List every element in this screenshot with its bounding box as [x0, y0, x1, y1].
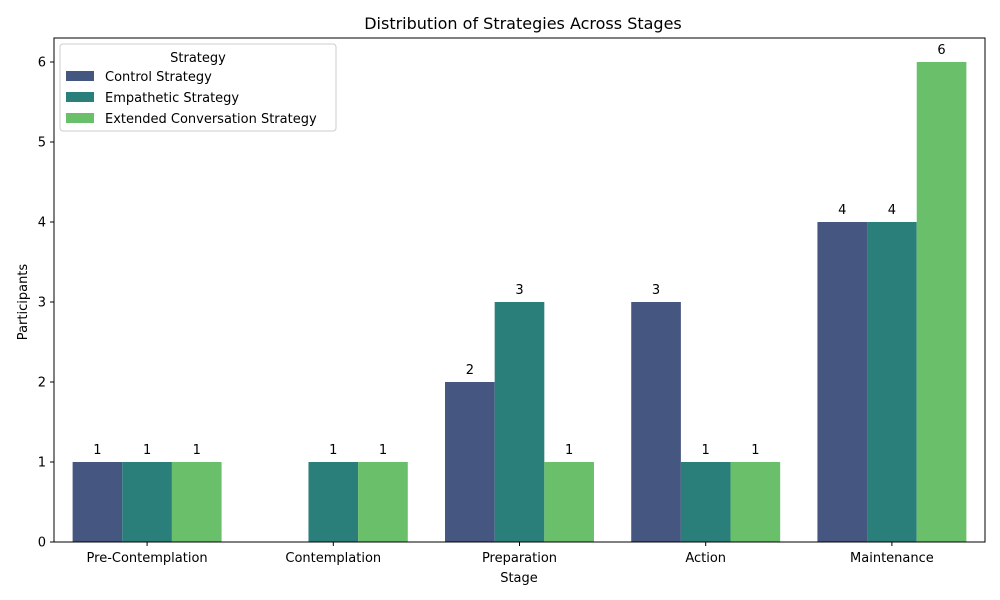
x-axis-ticks: Pre-Contemplation Contemplation Preparatio…	[87, 542, 934, 566]
data-label: 2	[466, 363, 474, 378]
bar-preparation-control-strategy	[445, 382, 495, 542]
y-tick-label: 0	[38, 536, 46, 551]
x-tick-label: Action	[685, 551, 726, 566]
legend-entries: Control Strategy Empathetic Strategy Exten…	[66, 70, 317, 127]
data-label: 1	[702, 443, 710, 458]
data-label: 1	[93, 443, 101, 458]
bar-action-control-strategy	[631, 302, 681, 542]
x-tick-label: Preparation	[482, 551, 557, 566]
bar-pre-contemplation-extended-conversation-strategy	[171, 462, 222, 542]
y-tick-label: 4	[38, 216, 46, 231]
bar-preparation-empathetic-strategy	[494, 302, 545, 542]
bar-contemplation-extended-conversation-strategy	[358, 462, 408, 542]
data-label: 4	[888, 203, 896, 218]
data-label: 1	[143, 443, 151, 458]
y-tick-label: 5	[38, 136, 46, 151]
bar-maintenance-empathetic-strategy	[867, 222, 917, 542]
data-label: 6	[937, 43, 945, 58]
bar-action-extended-conversation-strategy	[730, 462, 781, 542]
y-tick-label: 6	[38, 56, 46, 71]
x-axis-label: Stage	[500, 571, 538, 586]
legend: Strategy Control Strategy Empathetic Stra…	[59, 43, 337, 132]
chart-title: Distribution of Strategies Across Stages	[364, 14, 682, 33]
legend-swatch	[66, 71, 94, 81]
bar-pre-contemplation-control-strategy	[72, 462, 123, 542]
bars-group	[72, 62, 967, 542]
data-labels-group: 1 1 1 1 1 2 3 1 3 1 1 4 4 6	[93, 43, 945, 458]
y-tick-label: 3	[38, 296, 46, 311]
y-axis-ticks: 0 1 2 3 4 5 6	[38, 56, 54, 551]
legend-swatch	[66, 113, 94, 123]
data-label: 3	[515, 283, 523, 298]
bar-action-empathetic-strategy	[680, 462, 731, 542]
data-label: 1	[379, 443, 387, 458]
data-label: 1	[565, 443, 573, 458]
legend-label: Extended Conversation Strategy	[105, 112, 317, 127]
legend-label: Empathetic Strategy	[105, 91, 239, 106]
data-label: 1	[193, 443, 201, 458]
data-label: 4	[838, 203, 846, 218]
y-tick-label: 1	[38, 456, 46, 471]
x-tick-label: Contemplation	[285, 551, 381, 566]
x-tick-label: Pre-Contemplation	[87, 551, 208, 566]
bar-preparation-extended-conversation-strategy	[544, 462, 594, 542]
legend-label: Control Strategy	[105, 70, 212, 85]
legend-title: Strategy	[170, 51, 226, 66]
data-label: 3	[652, 283, 660, 298]
legend-swatch	[66, 92, 94, 102]
bar-maintenance-extended-conversation-strategy	[916, 62, 967, 542]
bar-contemplation-empathetic-strategy	[308, 462, 359, 542]
data-label: 1	[329, 443, 337, 458]
y-tick-label: 2	[38, 376, 46, 391]
legend-frame	[59, 43, 337, 132]
data-label: 1	[751, 443, 759, 458]
y-axis-label: Participants	[16, 264, 31, 341]
bar-maintenance-control-strategy	[817, 222, 868, 542]
bar-pre-contemplation-empathetic-strategy	[122, 462, 172, 542]
x-tick-label: Maintenance	[850, 551, 934, 566]
